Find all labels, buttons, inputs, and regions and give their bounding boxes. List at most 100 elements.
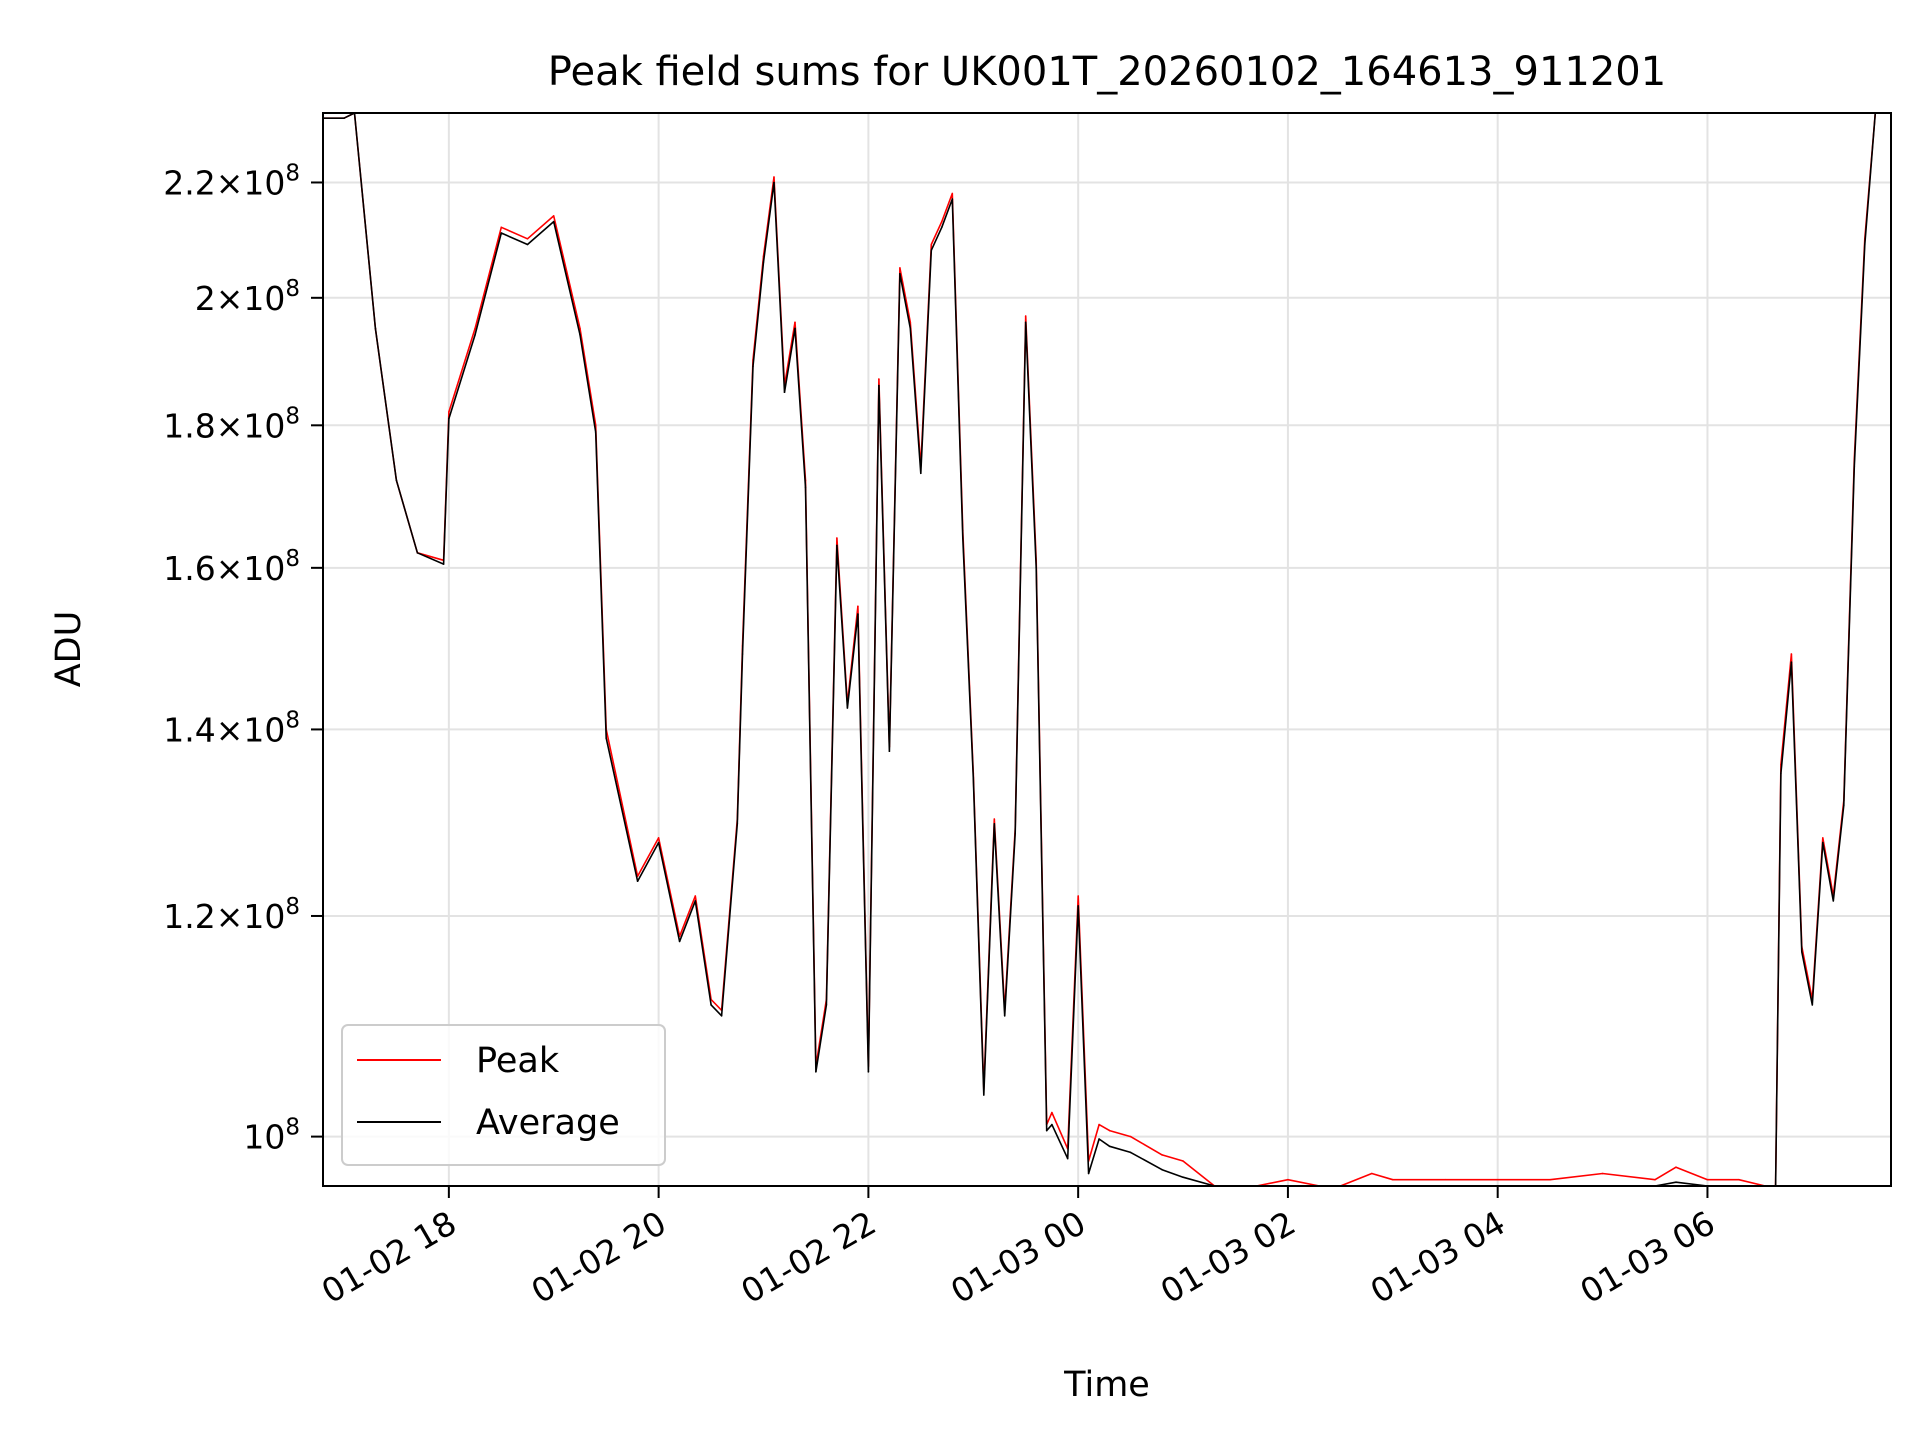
data-point-average — [637, 880, 639, 882]
data-point-average — [1854, 466, 1856, 468]
data-point-average — [889, 750, 891, 752]
data-point-average — [1088, 1173, 1090, 1175]
legend-label-peak: Peak — [476, 1041, 560, 1081]
y-tick-base: 1.8×10 — [163, 406, 285, 445]
y-tick-exponent: 8 — [285, 546, 300, 572]
data-point-average — [1109, 1146, 1111, 1148]
data-point-average — [1864, 244, 1866, 246]
data-point-average — [443, 563, 445, 565]
data-point-peak — [527, 238, 529, 240]
chart-title: Peak field sums for UK001T_20260102_1646… — [548, 49, 1666, 95]
data-point-average — [805, 487, 807, 489]
chart: 01-02 18 01-02 20 01-02 22 01-03 00 01-03 02… — [0, 0, 1920, 1440]
data-point-average — [878, 385, 880, 387]
x-tick-label: 01-03 04 — [1364, 1203, 1512, 1311]
y-tick-label: 1.2×108 — [163, 894, 300, 936]
data-point-average — [826, 1004, 828, 1006]
data-point-average — [763, 261, 765, 263]
data-point-peak — [1182, 1160, 1184, 1162]
data-point-average — [910, 328, 912, 330]
data-point-peak — [1738, 1179, 1740, 1181]
data-point-average — [1833, 900, 1835, 902]
data-point-average — [1812, 1004, 1814, 1006]
data-point-average — [773, 182, 775, 184]
data-point-peak — [773, 176, 775, 178]
data-point-peak — [1654, 1179, 1656, 1181]
y-tick-base: 1.4×10 — [163, 710, 285, 749]
data-point-average — [1004, 1015, 1006, 1017]
data-point-average — [710, 1004, 712, 1006]
data-point-average — [857, 613, 859, 615]
data-point-average — [1051, 1124, 1053, 1126]
data-point-peak — [695, 895, 697, 897]
data-point-peak — [1549, 1179, 1551, 1181]
data-point-average — [920, 473, 922, 475]
y-axis-label: ADU — [49, 611, 89, 688]
y-tick-exponent: 8 — [285, 276, 300, 302]
legend: Peak Average — [342, 1025, 665, 1165]
data-point-peak — [1371, 1173, 1373, 1175]
data-point-peak — [1707, 1179, 1709, 1181]
data-point-peak — [1392, 1179, 1394, 1181]
data-point-average — [605, 737, 607, 739]
data-point-average — [794, 328, 796, 330]
data-point-average — [553, 221, 555, 223]
data-point-average — [474, 334, 476, 336]
data-point-peak — [501, 227, 503, 229]
data-point-average — [952, 198, 954, 200]
data-point-average — [836, 545, 838, 547]
data-point-average — [1025, 322, 1027, 324]
data-point-average — [658, 842, 660, 844]
y-tick-label: 1.4×108 — [163, 707, 300, 749]
data-point-peak — [1822, 837, 1824, 839]
y-tick-label: 2.2×108 — [163, 160, 300, 202]
data-point-average — [1182, 1176, 1184, 1178]
y-axis: 1081.2×1081.4×1081.6×1081.8×1082×1082.2×… — [163, 160, 323, 1156]
y-tick-exponent: 8 — [285, 160, 300, 186]
data-point-average — [1014, 832, 1016, 834]
data-point-peak — [1051, 1112, 1053, 1114]
y-tick-base: 10 — [243, 1118, 285, 1157]
y-tick-base: 2.2×10 — [163, 163, 285, 202]
data-point-average — [973, 777, 975, 779]
data-point-average — [1801, 951, 1803, 953]
data-point-average — [1791, 661, 1793, 663]
data-point-average — [847, 707, 849, 709]
data-point-peak — [1497, 1179, 1499, 1181]
data-point-average — [1843, 804, 1845, 806]
data-point-peak — [1602, 1173, 1604, 1175]
data-point-average — [868, 1071, 870, 1073]
y-tick-base: 1.2×10 — [163, 897, 285, 936]
data-point-average — [931, 250, 933, 252]
data-point-peak — [1791, 653, 1793, 655]
data-point-peak — [1025, 315, 1027, 317]
data-point-peak — [1098, 1124, 1100, 1126]
data-point-average — [595, 431, 597, 433]
y-tick-label: 2×108 — [195, 276, 300, 318]
x-tick-label: 01-03 02 — [1154, 1203, 1302, 1311]
data-point-peak — [794, 322, 796, 324]
data-point-average — [815, 1071, 817, 1073]
data-point-average — [1046, 1130, 1048, 1132]
data-point-average — [994, 823, 996, 825]
data-point-average — [983, 1094, 985, 1096]
x-axis: 01-02 18 01-02 20 01-02 22 01-03 00 01-03 02… — [315, 1186, 1722, 1311]
data-point-average — [737, 823, 739, 825]
x-tick-label: 01-03 00 — [944, 1203, 1092, 1311]
data-point-average — [343, 117, 345, 119]
legend-label-average: Average — [476, 1103, 620, 1143]
data-point-average — [527, 244, 529, 246]
data-point-average — [1077, 905, 1079, 907]
data-point-average — [899, 273, 901, 275]
y-tick-exponent: 8 — [285, 894, 300, 920]
x-tick-label: 01-03 06 — [1573, 1203, 1721, 1311]
data-point-average — [1161, 1169, 1163, 1171]
y-tick-exponent: 8 — [285, 403, 300, 429]
data-point-peak — [474, 328, 476, 330]
data-point-peak — [836, 537, 838, 539]
data-point-peak — [1130, 1136, 1132, 1138]
data-point-peak — [448, 411, 450, 413]
data-point-average — [962, 537, 964, 539]
data-point-peak — [658, 837, 660, 839]
y-tick-label: 108 — [243, 1115, 300, 1157]
